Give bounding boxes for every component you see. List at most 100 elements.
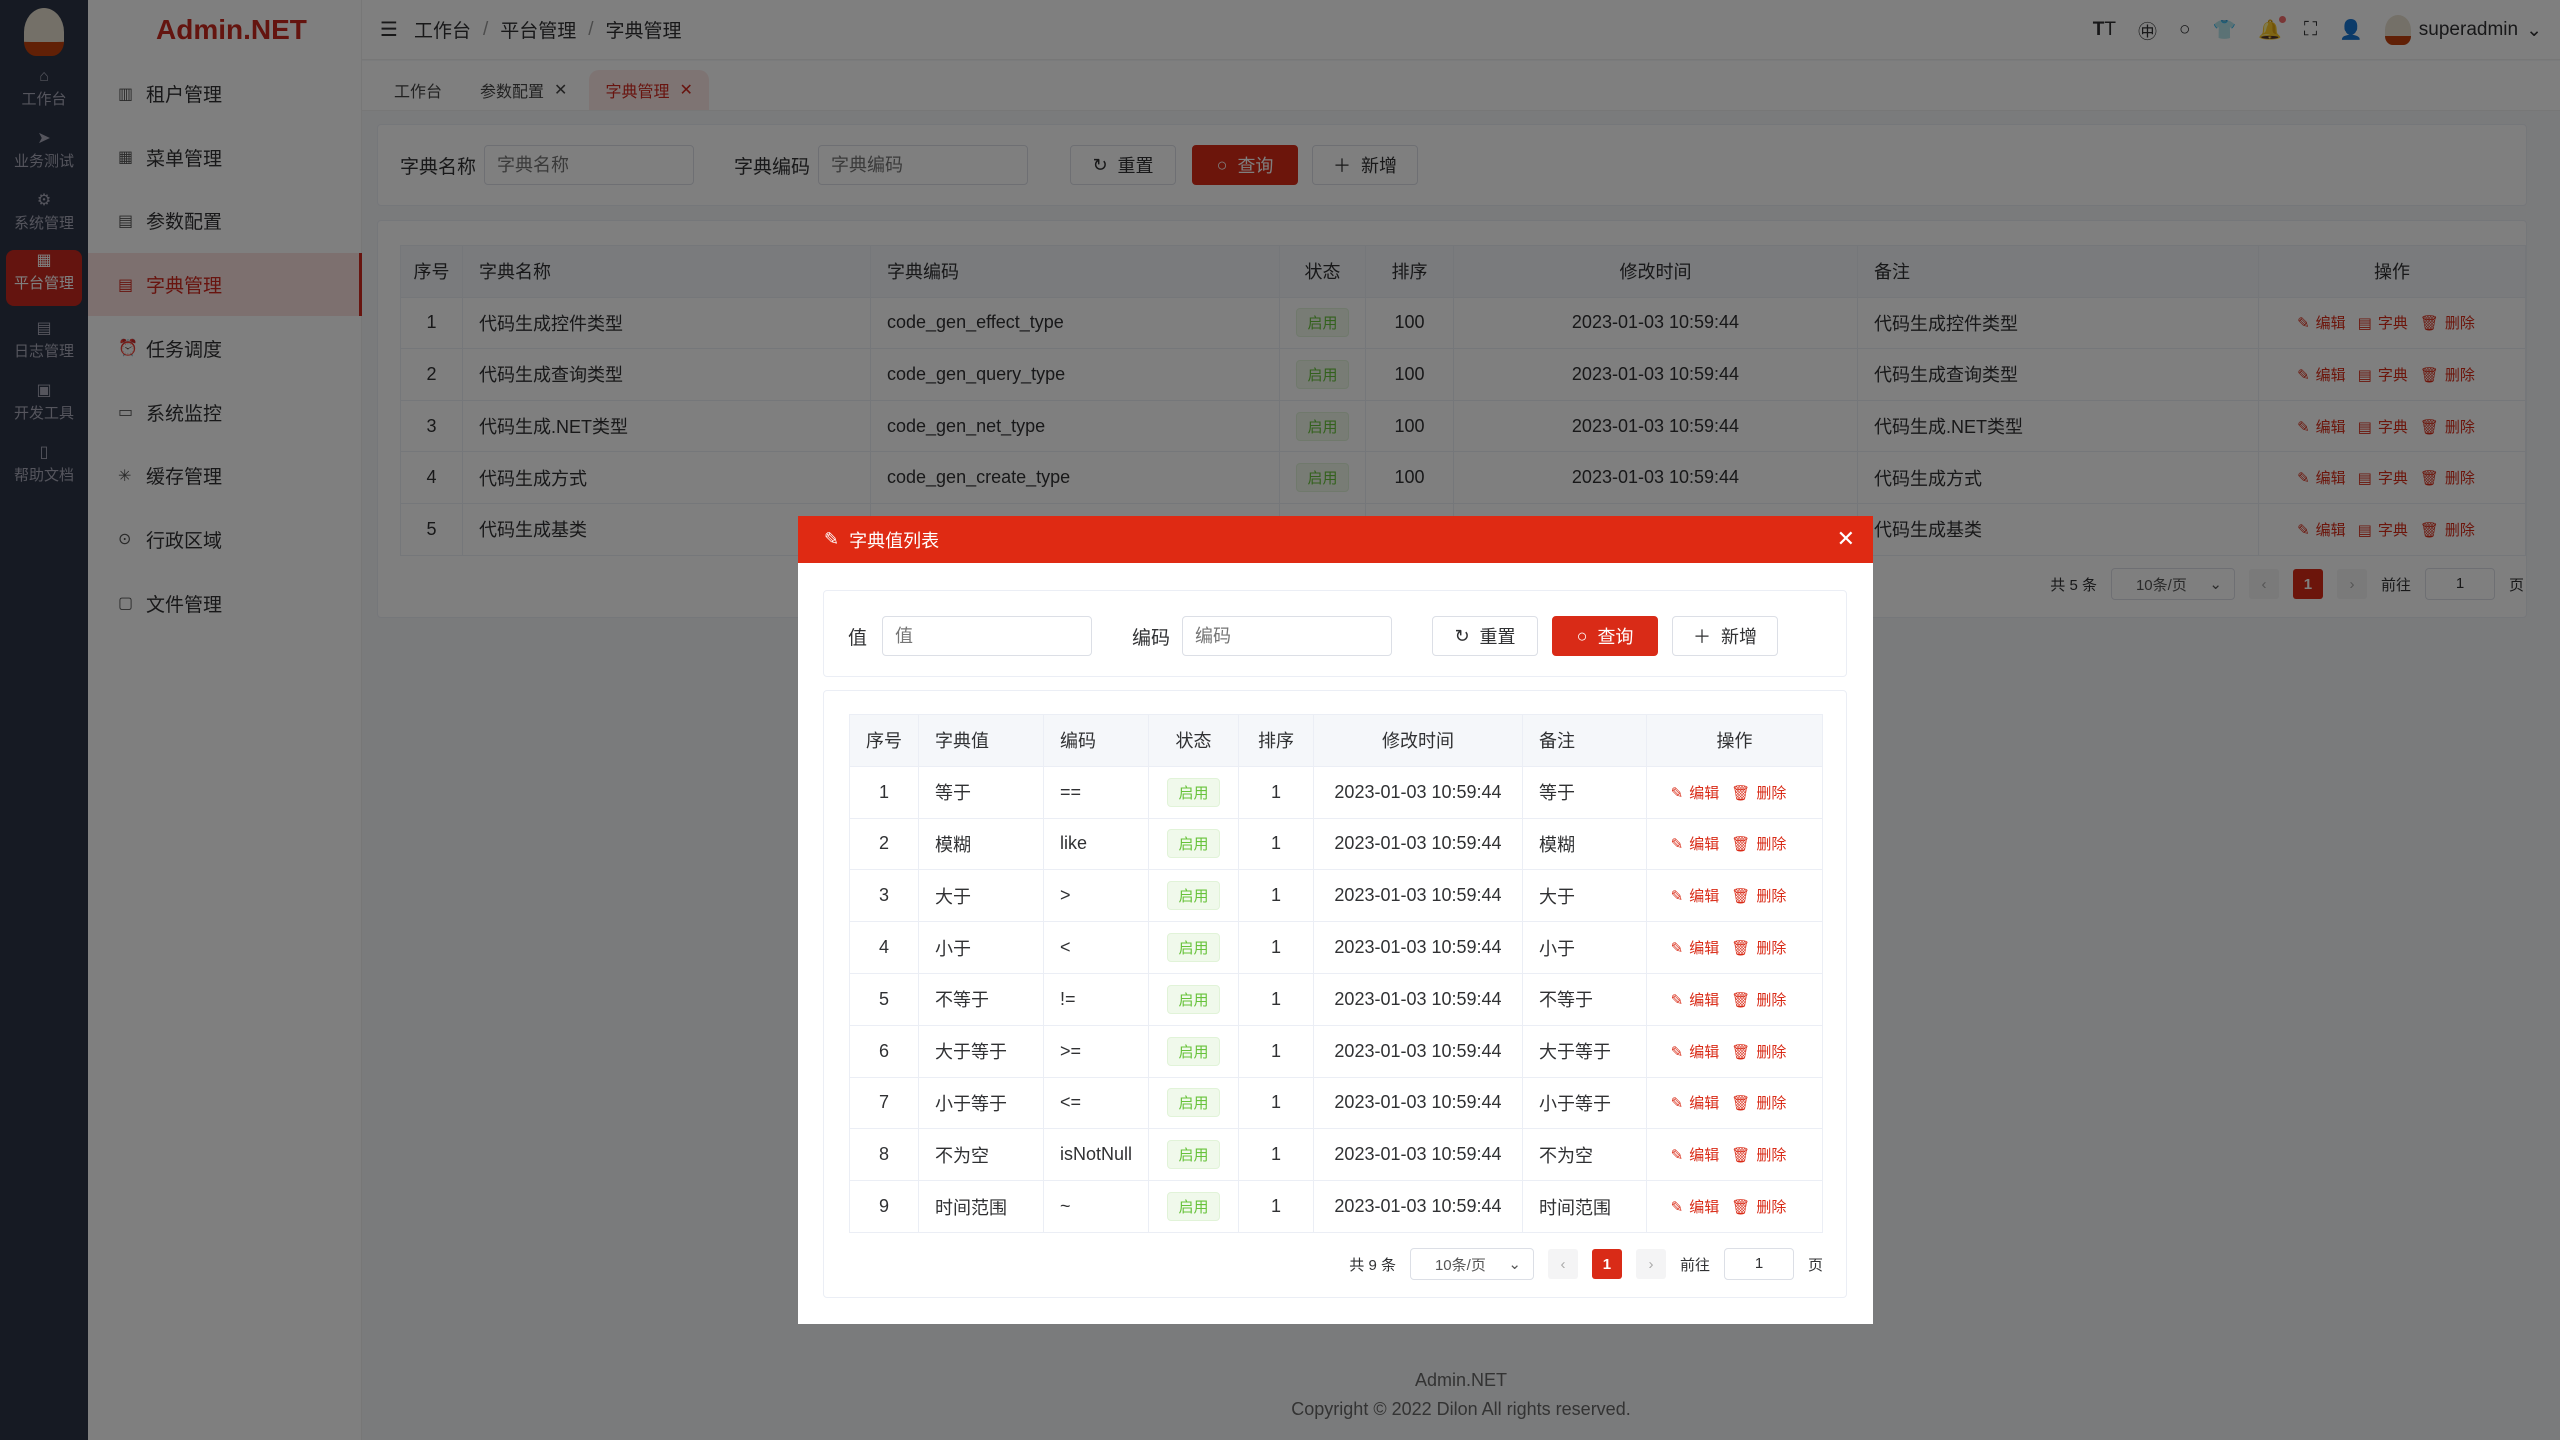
search-icon: ○ <box>1576 625 1588 646</box>
edit-button[interactable]: ✎编辑 <box>1670 940 1720 958</box>
code-input[interactable] <box>1182 616 1392 656</box>
edit-icon: ✎ <box>1670 991 1684 1009</box>
dialog-search-card: 值 编码 ↻重置 ○查询 ＋新增 <box>823 590 1847 677</box>
dialog-add-button[interactable]: ＋新增 <box>1672 616 1778 656</box>
table-cell: 2023-01-03 10:59:44 <box>1313 1077 1523 1130</box>
table-row: 9 时间范围 ~ 启用 1 2023-01-03 10:59:44 时间范围 ✎ 编辑 🗑 删除 <box>849 1180 1823 1233</box>
delete-button[interactable]: 🗑删除 <box>1731 1199 1787 1217</box>
close-icon[interactable]: ✕ <box>1836 526 1855 551</box>
edit-button[interactable]: ✎编辑 <box>1670 991 1720 1009</box>
table-cell: 5 <box>849 973 919 1026</box>
table-cell: 1 <box>1238 766 1314 819</box>
table-cell: 模糊 <box>1522 818 1647 871</box>
table-cell: 小于等于 <box>918 1077 1044 1130</box>
table-cell: 小于 <box>1522 921 1647 974</box>
delete-button[interactable]: 🗑删除 <box>1731 991 1787 1009</box>
column-header[interactable]: 备注 <box>1522 714 1647 767</box>
code-label: 编码 <box>1132 628 1171 649</box>
column-header[interactable]: 修改时间 <box>1313 714 1523 767</box>
edit-icon: ✎ <box>1670 836 1684 854</box>
table-cell: 1 <box>1238 1025 1314 1078</box>
edit-button[interactable]: ✎编辑 <box>1670 1147 1720 1165</box>
table-cell: 1 <box>1238 921 1314 974</box>
table-cell: 1 <box>1238 1077 1314 1130</box>
edit-icon: ✎ <box>1670 1095 1684 1113</box>
value-input[interactable] <box>882 616 1092 656</box>
column-header[interactable]: 序号 <box>849 714 919 767</box>
trash-icon: 🗑 <box>1731 784 1751 802</box>
column-header[interactable]: 排序 <box>1238 714 1314 767</box>
table-cell: 7 <box>849 1077 919 1130</box>
edit-button[interactable]: ✎编辑 <box>1670 1043 1720 1061</box>
table-cell: 4 <box>849 921 919 974</box>
page-button[interactable]: 1 <box>1591 1249 1622 1279</box>
table-cell: 大于等于 <box>1522 1025 1647 1078</box>
table-cell: 2023-01-03 10:59:44 <box>1313 1128 1523 1182</box>
table-cell: 1 <box>1238 973 1314 1026</box>
table-cell: 等于 <box>918 766 1044 819</box>
trash-icon: 🗑 <box>1731 1199 1751 1217</box>
edit-icon: ✎ <box>1670 1199 1684 1217</box>
table-cell: 不为空 <box>1522 1128 1647 1182</box>
table-cell: 模糊 <box>918 818 1044 871</box>
dialog-query-button[interactable]: ○ 查询 <box>1552 616 1658 656</box>
dict-value-table: 序号 字典值 编码 状态 排序 修改时间 备注 操作 1 等于 == 启用 1 2023-01-03 10… <box>849 714 1823 1233</box>
status-badge: 启用 <box>1167 1088 1220 1118</box>
table-cell: 2023-01-03 10:59:44 <box>1313 766 1523 819</box>
next-page-button[interactable]: › <box>1635 1249 1666 1279</box>
trash-icon: 🗑 <box>1731 1147 1751 1165</box>
table-header: 序号 字典值 编码 状态 排序 修改时间 备注 操作 <box>849 714 1823 767</box>
delete-button[interactable]: 🗑删除 <box>1731 836 1787 854</box>
edit-button[interactable]: ✎编辑 <box>1670 784 1720 802</box>
delete-button[interactable]: 🗑删除 <box>1731 888 1787 906</box>
delete-button[interactable]: 🗑删除 <box>1731 940 1787 958</box>
delete-button[interactable]: 🗑删除 <box>1731 784 1787 802</box>
edit-button[interactable]: ✎编辑 <box>1670 1095 1720 1113</box>
trash-icon: 🗑 <box>1731 836 1751 854</box>
table-cell: 3 <box>849 869 919 923</box>
table-cell: ~ <box>1043 1180 1149 1233</box>
table-cell: 时间范围 <box>918 1180 1044 1233</box>
page-size-select[interactable]: 10条/页⌄ <box>1409 1248 1534 1280</box>
table-cell: 不等于 <box>1522 973 1647 1026</box>
table-cell: 6 <box>849 1025 919 1078</box>
table-row: 3 大于 > 启用 1 2023-01-03 10:59:44 大于 ✎ 编辑 🗑 删除 <box>849 869 1823 923</box>
status-badge: 启用 <box>1167 881 1220 911</box>
dialog-reset-button[interactable]: ↻ 重置 <box>1432 616 1538 656</box>
table-cell: 2023-01-03 10:59:44 <box>1313 921 1523 974</box>
edit-icon: ✎ <box>1670 1147 1684 1165</box>
dialog-pagination: 共 9 条 10条/页 ⌄ ‹ 1 › 前往 1 页 <box>1349 1248 1823 1280</box>
column-header[interactable]: 操作 <box>1646 714 1823 767</box>
table-cell: != <box>1043 973 1149 1026</box>
table-cell: 大于等于 <box>918 1025 1044 1078</box>
status-badge: 启用 <box>1167 777 1220 807</box>
edit-button[interactable]: ✎编辑 <box>1670 836 1720 854</box>
delete-button[interactable]: 🗑删除 <box>1731 1095 1787 1113</box>
table-cell: 等于 <box>1522 766 1647 819</box>
table-row: 5 不等于 != 启用 1 2023-01-03 10:59:44 不等于 ✎ 编辑 🗑 删除 <box>849 973 1823 1026</box>
goto-label: 前往 <box>1679 1256 1710 1274</box>
column-header[interactable]: 状态 <box>1148 714 1239 767</box>
table-row: 8 不为空 isNotNull 启用 1 2023-01-03 10:59:44 不为空 ✎ 编… <box>849 1128 1823 1182</box>
table-cell: 1 <box>1238 1180 1314 1233</box>
table-cell: > <box>1043 869 1149 923</box>
delete-button[interactable]: 🗑删除 <box>1731 1147 1787 1165</box>
delete-button[interactable]: 🗑删除 <box>1731 1043 1787 1061</box>
table-cell: 2023-01-03 10:59:44 <box>1313 869 1523 923</box>
page-suffix: 页 <box>1807 1256 1823 1274</box>
status-badge: 启用 <box>1167 829 1220 859</box>
edit-button[interactable]: ✎编辑 <box>1670 888 1720 906</box>
table-cell: like <box>1043 818 1149 871</box>
column-header[interactable]: 编码 <box>1043 714 1149 767</box>
total-count: 共 9 条 <box>1349 1256 1396 1274</box>
table-cell: 8 <box>849 1128 919 1182</box>
table-row: 6 大于等于 >= 启用 1 2023-01-03 10:59:44 大于等于 ✎ 编辑 🗑 删除 <box>849 1025 1823 1078</box>
edit-button[interactable]: ✎编辑 <box>1670 1199 1720 1217</box>
column-header[interactable]: 字典值 <box>918 714 1044 767</box>
table-cell: <= <box>1043 1077 1149 1130</box>
table-cell: 2023-01-03 10:59:44 <box>1313 1025 1523 1078</box>
prev-page-button[interactable]: ‹ <box>1547 1249 1578 1279</box>
table-cell: 不为空 <box>918 1128 1044 1182</box>
table-cell: 9 <box>849 1180 919 1233</box>
goto-page-input[interactable]: 1 <box>1723 1248 1794 1280</box>
